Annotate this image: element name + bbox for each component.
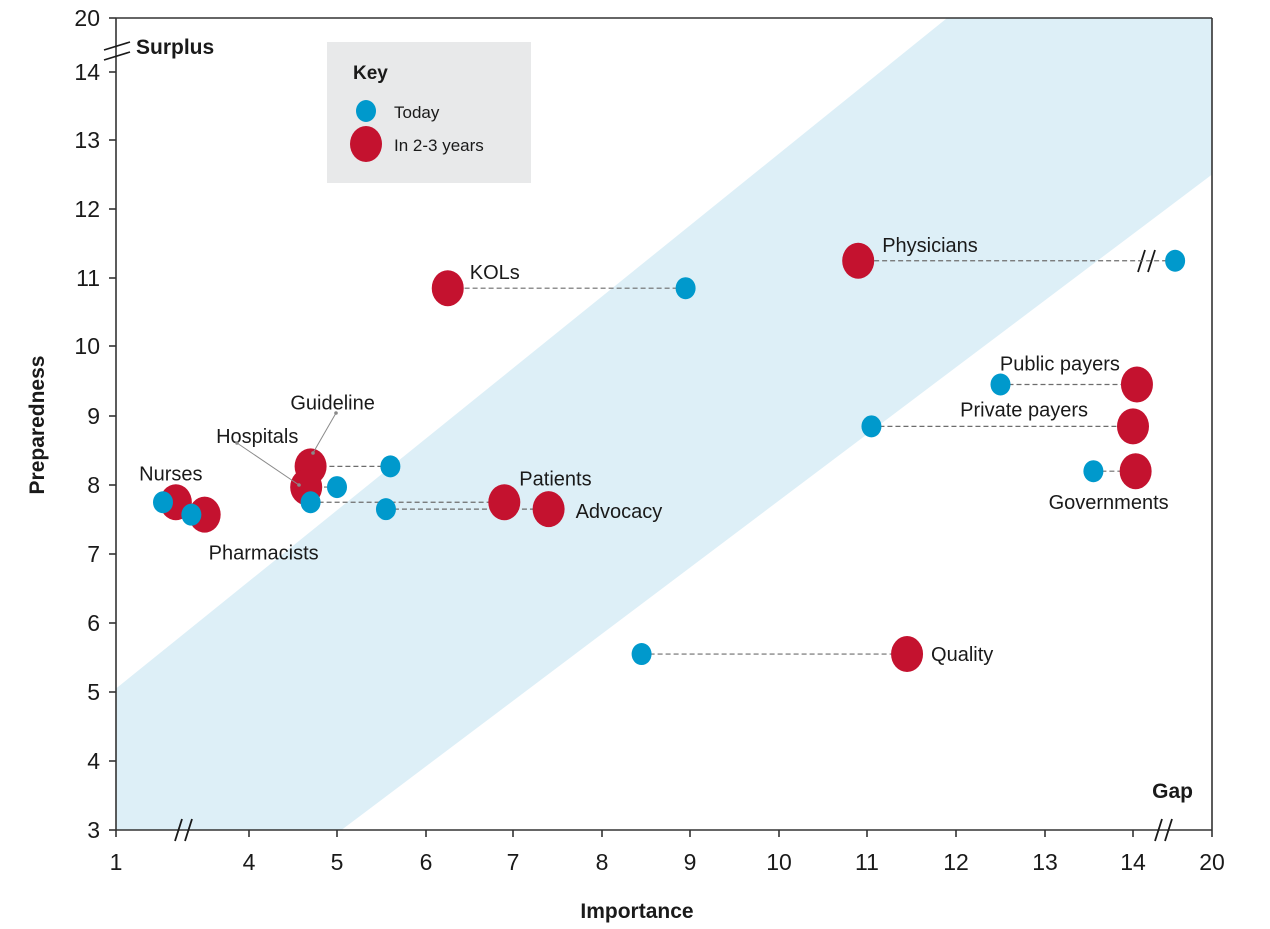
patients-today-point <box>300 491 321 514</box>
legend: Key Today In 2-3 years <box>327 42 531 183</box>
y-axis-break-mark <box>103 41 131 51</box>
quality-today-point <box>631 643 652 666</box>
hospitals-leader-dot <box>235 441 239 445</box>
x-tick-label: 6 <box>420 849 433 875</box>
guideline-leader-dot <box>311 451 315 455</box>
x-axis-title: Importance <box>580 900 693 923</box>
private-payers-label: Private payers <box>960 399 1088 421</box>
x-tick-label: 9 <box>684 849 697 875</box>
physicians-label: Physicians <box>882 235 978 257</box>
kols-today-point <box>675 277 696 300</box>
y-tick-label: 14 <box>74 59 100 85</box>
x-tick-label: 20 <box>1199 849 1225 875</box>
hospitals-today-point <box>327 476 347 499</box>
legend-future-marker <box>350 126 382 162</box>
x-tick-label: 10 <box>766 849 792 875</box>
governments-future-point <box>1119 453 1152 490</box>
balanced-zone-band <box>116 18 1212 830</box>
public-payers-label: Public payers <box>1000 354 1120 376</box>
x-tick-label: 4 <box>243 849 256 875</box>
legend-future-label: In 2-3 years <box>394 136 484 155</box>
guideline-leader-line <box>312 412 337 454</box>
y-tick-label: 11 <box>76 265 100 291</box>
legend-today-marker <box>356 100 376 122</box>
x-axis-break-mark-left <box>174 818 183 842</box>
kols-label: KOLs <box>470 262 520 284</box>
legend-title: Key <box>353 63 388 84</box>
advocacy-today-point <box>375 498 396 521</box>
y-tick-label: 10 <box>74 333 100 359</box>
x-tick-label: 14 <box>1120 849 1146 875</box>
y-axis-title: Preparedness <box>26 356 49 495</box>
pharmacists-today-point <box>181 503 202 526</box>
y-tick-label: 12 <box>74 196 100 222</box>
patients-future-point <box>488 484 521 521</box>
pharmacists-label: Pharmacists <box>209 543 319 565</box>
y-tick-label: 6 <box>87 610 100 636</box>
guideline-leader-dot <box>334 411 338 415</box>
guideline-today-point <box>380 455 401 478</box>
x-tick-label: 1 <box>110 849 123 875</box>
nurses-today-point <box>152 491 173 514</box>
y-tick-label: 9 <box>87 403 100 429</box>
kols-future-point <box>431 270 464 307</box>
gap-label: Gap <box>1152 780 1193 803</box>
x-tick-label: 13 <box>1032 849 1058 875</box>
x-tick-label: 11 <box>855 849 879 875</box>
hospitals-label: Hospitals <box>216 426 298 448</box>
x-axis-break-mark-right <box>1164 818 1173 842</box>
x-axis-break-mark-right <box>1154 818 1163 842</box>
nurses-label: Nurses <box>139 463 202 485</box>
physicians-future-point <box>842 242 875 279</box>
quality-label: Quality <box>931 644 993 666</box>
y-tick-label: 5 <box>87 679 100 705</box>
governments-label: Governments <box>1049 492 1169 514</box>
y-tick-label: 20 <box>74 5 100 31</box>
legend-today-label: Today <box>394 103 440 122</box>
y-tick-label: 8 <box>87 472 100 498</box>
y-tick-label: 3 <box>87 817 100 843</box>
patients-label: Patients <box>519 468 591 490</box>
advocacy-label: Advocacy <box>576 501 663 523</box>
y-axis-break-mark <box>103 51 131 61</box>
x-tick-label: 7 <box>507 849 520 875</box>
physicians-break-mark <box>1147 249 1156 273</box>
governments-today-point <box>1083 460 1104 483</box>
x-tick-label: 12 <box>943 849 969 875</box>
x-tick-label: 8 <box>596 849 609 875</box>
surplus-label: Surplus <box>136 36 214 59</box>
y-tick-label: 7 <box>87 541 100 567</box>
private-payers-future-point <box>1117 408 1149 445</box>
public-payers-future-point <box>1120 366 1153 403</box>
y-tick-label: 4 <box>87 748 100 774</box>
private-payers-today-point <box>861 415 882 438</box>
y-tick-label: 13 <box>74 127 100 153</box>
public-payers-today-point <box>990 373 1011 396</box>
x-axis-break-mark-left <box>184 818 193 842</box>
physicians-today-point <box>1165 249 1186 272</box>
guideline-label: Guideline <box>290 392 375 414</box>
quality-future-point <box>891 636 924 673</box>
hospitals-leader-line <box>236 442 300 486</box>
x-tick-label: 5 <box>331 849 344 875</box>
advocacy-future-point <box>532 491 565 528</box>
hospitals-leader-dot <box>297 483 301 487</box>
